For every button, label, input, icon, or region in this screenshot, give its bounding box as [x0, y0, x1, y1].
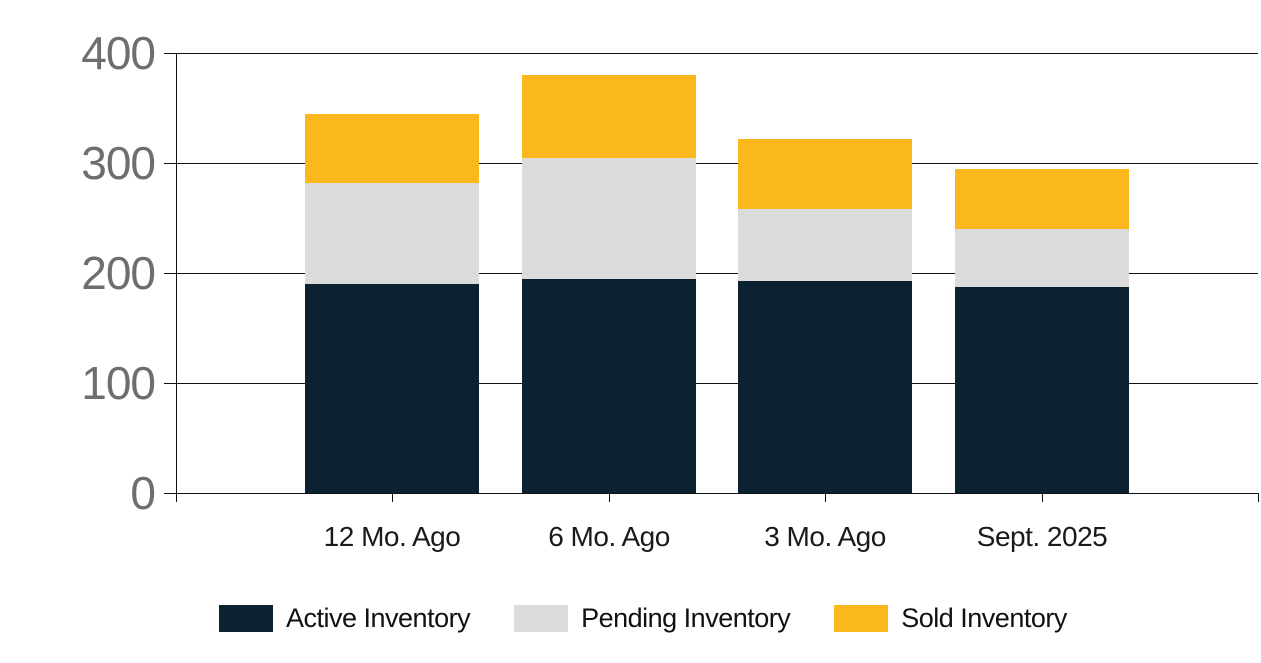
bar-segment-6-mo-ago-sold-inventory	[522, 75, 696, 158]
legend-item-pending-inventory: Pending Inventory	[514, 603, 791, 634]
gridline-200	[176, 273, 1258, 274]
bar-segment-3-mo-ago-sold-inventory	[738, 139, 912, 209]
bar-segment-sept-2025-active-inventory	[955, 287, 1129, 493]
gridline-300	[176, 163, 1258, 164]
bar-segment-3-mo-ago-active-inventory	[738, 281, 912, 493]
legend-label-sold-inventory: Sold Inventory	[901, 603, 1067, 633]
y-tick-200	[164, 273, 176, 274]
sold-inventory-swatch-icon	[834, 605, 889, 632]
x-axis-label-2: 6 Mo. Ago	[548, 521, 670, 552]
y-tick-400	[164, 53, 176, 54]
bar-segment-6-mo-ago-pending-inventory	[522, 158, 696, 279]
y-axis-line	[176, 53, 177, 502]
active-inventory-swatch-icon	[219, 605, 273, 632]
y-tick-0	[164, 493, 176, 494]
y-axis-label-300: 300	[81, 137, 156, 189]
y-axis-label-100: 100	[81, 357, 156, 409]
bar-segment-12-mo-ago-sold-inventory	[305, 114, 479, 183]
pending-inventory-swatch-icon	[514, 605, 569, 632]
x-tick-2	[609, 493, 610, 502]
x-tick-3	[825, 493, 826, 502]
legend-item-sold-inventory: Sold Inventory	[834, 603, 1067, 634]
x-axis-label-3: 3 Mo. Ago	[764, 521, 886, 552]
x-tick-4	[1042, 493, 1043, 502]
bar-segment-12-mo-ago-active-inventory	[305, 284, 479, 493]
bar-segment-6-mo-ago-active-inventory	[522, 279, 696, 493]
legend-item-active-inventory: Active Inventory	[219, 603, 471, 634]
bar-segment-3-mo-ago-pending-inventory	[738, 209, 912, 281]
chart-legend: Active Inventory Pending Inventory Sold …	[219, 603, 1067, 634]
x-tick-1	[392, 493, 393, 502]
y-tick-100	[164, 383, 176, 384]
gridline-100	[176, 383, 1258, 384]
gridline-0	[176, 493, 1258, 494]
y-axis-label-0: 0	[130, 467, 156, 519]
bar-segment-sept-2025-sold-inventory	[955, 169, 1129, 229]
x-axis-label-1: 12 Mo. Ago	[323, 521, 461, 552]
y-axis-label-200: 200	[81, 247, 156, 299]
y-axis-label-400: 400	[81, 27, 156, 79]
bar-segment-sept-2025-pending-inventory	[955, 229, 1129, 287]
legend-label-active-inventory: Active Inventory	[286, 603, 471, 633]
bar-segment-12-mo-ago-pending-inventory	[305, 183, 479, 284]
gridline-400	[176, 53, 1258, 54]
legend-label-pending-inventory: Pending Inventory	[581, 603, 791, 633]
x-axis-end-tick	[1258, 493, 1259, 502]
x-axis-label-4: Sept. 2025	[976, 521, 1108, 552]
y-tick-300	[164, 163, 176, 164]
